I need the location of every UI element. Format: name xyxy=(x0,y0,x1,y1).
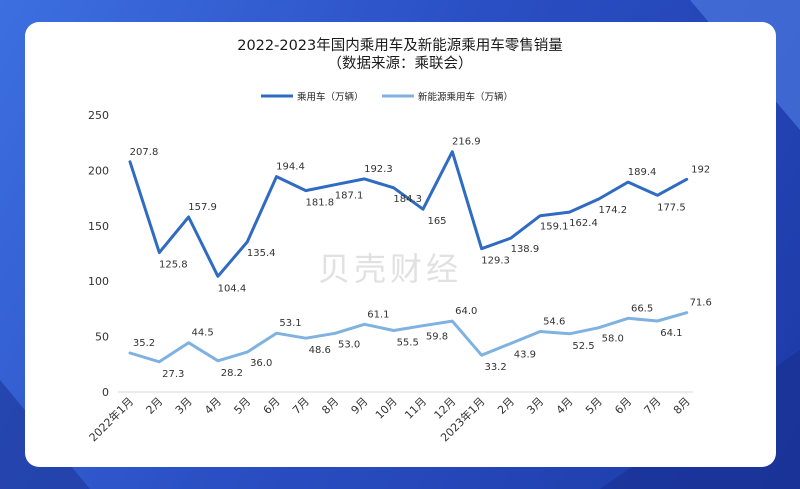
data-label-passenger: 187.1 xyxy=(335,191,364,202)
data-label-nev: 36.0 xyxy=(250,358,272,369)
data-label-passenger: 194.4 xyxy=(276,162,305,173)
series-line-nev xyxy=(128,311,689,364)
data-label-passenger: 216.9 xyxy=(452,137,481,148)
x-tick-label: 2月 xyxy=(495,395,517,417)
data-label-nev: 71.6 xyxy=(690,298,712,309)
data-label-nev: 54.6 xyxy=(543,317,565,328)
y-tick-label: 0 xyxy=(102,386,109,399)
line-chart: 2022-2023年国内乘用车及新能源乘用车零售销量 （数据来源：乘联会） 乘用… xyxy=(86,37,712,444)
x-tick-label: 9月 xyxy=(349,395,371,417)
series-line-passenger xyxy=(128,150,689,278)
data-label-passenger: 177.5 xyxy=(657,202,686,213)
data-label-nev: 43.9 xyxy=(514,349,536,360)
x-tick-label: 8月 xyxy=(319,395,341,417)
x-tick-label: 11月 xyxy=(402,395,429,422)
x-tick-label: 6月 xyxy=(261,395,283,417)
data-label-passenger: 104.4 xyxy=(218,283,247,294)
data-label-nev: 35.2 xyxy=(133,338,155,349)
data-label-passenger: 135.4 xyxy=(247,248,276,259)
data-label-passenger: 184.3 xyxy=(393,194,422,205)
x-tick-label: 6月 xyxy=(612,395,634,417)
x-tick-label: 5月 xyxy=(231,395,253,417)
chart-card: 2022-2023年国内乘用车及新能源乘用车零售销量 （数据来源：乘联会） 乘用… xyxy=(25,22,776,467)
legend-label-nev: 新能源乘用车（万辆） xyxy=(418,91,513,103)
x-tick-label: 10月 xyxy=(373,395,400,422)
data-label-passenger: 162.4 xyxy=(569,218,598,229)
data-label-nev: 59.8 xyxy=(426,332,448,343)
watermark-text: 贝壳财经 xyxy=(318,250,462,288)
data-label-nev: 48.6 xyxy=(309,345,331,356)
y-tick-label: 50 xyxy=(95,331,109,344)
data-label-passenger: 181.8 xyxy=(305,198,334,209)
data-label-passenger: 189.4 xyxy=(628,167,657,178)
x-tick-label: 2月 xyxy=(144,395,166,417)
legend-label-passenger: 乘用车（万辆） xyxy=(297,91,364,103)
x-tick-label: 7月 xyxy=(290,395,312,417)
data-label-passenger: 157.9 xyxy=(188,202,217,213)
data-label-nev: 66.5 xyxy=(631,303,653,314)
data-labels: 207.8 125.8 157.9 104.4 135.4 194.4 181.8187.1… xyxy=(130,137,712,380)
data-label-nev: 61.1 xyxy=(367,309,389,320)
data-label-nev: 64.0 xyxy=(455,306,477,317)
x-tick-label: 4月 xyxy=(202,395,224,417)
x-tick-label: 5月 xyxy=(583,395,605,417)
data-label-nev: 28.2 xyxy=(221,368,243,379)
x-tick-label: 4月 xyxy=(554,395,576,417)
x-tick-label: 7月 xyxy=(642,395,664,417)
x-tick-label: 3月 xyxy=(524,395,546,417)
x-tick-label: 3月 xyxy=(173,395,195,417)
data-label-passenger: 125.8 xyxy=(159,260,188,271)
data-label-nev: 27.3 xyxy=(162,369,184,380)
chart-title: 2022-2023年国内乘用车及新能源乘用车零售销量 xyxy=(237,37,563,54)
data-label-nev: 58.0 xyxy=(602,334,624,345)
data-label-nev: 52.5 xyxy=(572,341,594,352)
data-label-passenger: 207.8 xyxy=(130,147,159,158)
data-label-passenger: 192 xyxy=(691,164,710,175)
y-tick-label: 100 xyxy=(88,275,109,288)
data-label-passenger: 138.9 xyxy=(511,244,540,255)
data-label-nev: 55.5 xyxy=(397,338,419,349)
chart-subtitle: （数据来源：乘联会） xyxy=(328,55,473,72)
x-tick-label: 2022年1月 xyxy=(86,394,136,444)
y-tick-label: 250 xyxy=(88,109,109,122)
data-label-nev: 64.1 xyxy=(660,328,682,339)
data-label-passenger: 192.3 xyxy=(364,164,393,175)
data-label-nev: 53.1 xyxy=(279,318,301,329)
data-label-nev: 53.0 xyxy=(338,339,360,350)
data-label-passenger: 174.2 xyxy=(598,205,627,216)
x-tick-label: 8月 xyxy=(671,395,693,417)
data-label-nev: 33.2 xyxy=(484,362,506,373)
data-label-passenger: 159.1 xyxy=(540,222,569,233)
y-axis: 0 50 100 150 200 250 xyxy=(88,109,109,399)
y-tick-label: 200 xyxy=(88,164,109,177)
data-label-passenger: 165 xyxy=(427,216,446,227)
legend: 乘用车（万辆） 新能源乘用车（万辆） xyxy=(261,91,513,103)
data-label-nev: 44.5 xyxy=(191,328,213,339)
data-label-passenger: 129.3 xyxy=(481,256,510,267)
y-tick-label: 150 xyxy=(88,220,109,233)
series-lines xyxy=(128,150,689,364)
